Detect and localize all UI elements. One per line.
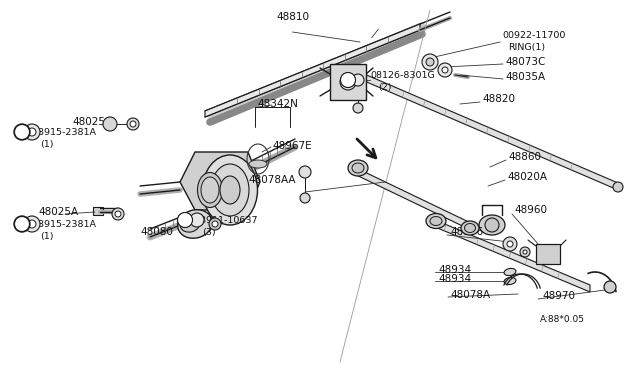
Text: B: B bbox=[346, 76, 351, 84]
Circle shape bbox=[127, 118, 139, 130]
Ellipse shape bbox=[465, 224, 476, 232]
Text: 08126-8301G: 08126-8301G bbox=[370, 71, 435, 80]
Bar bbox=[536, 244, 560, 264]
Text: 48976: 48976 bbox=[450, 227, 483, 237]
Text: 08915-2381A: 08915-2381A bbox=[32, 219, 96, 228]
Ellipse shape bbox=[461, 221, 479, 235]
Circle shape bbox=[177, 212, 193, 228]
Text: N: N bbox=[182, 215, 188, 224]
Circle shape bbox=[112, 208, 124, 220]
Ellipse shape bbox=[504, 269, 516, 276]
Text: A:88*0.05: A:88*0.05 bbox=[540, 315, 585, 324]
Circle shape bbox=[340, 73, 355, 87]
Bar bbox=[330, 64, 366, 100]
Circle shape bbox=[503, 237, 517, 251]
Circle shape bbox=[613, 182, 623, 192]
Text: 48967E: 48967E bbox=[272, 141, 312, 151]
Text: W: W bbox=[18, 219, 26, 228]
Circle shape bbox=[422, 54, 438, 70]
Circle shape bbox=[520, 247, 530, 257]
Ellipse shape bbox=[352, 163, 364, 173]
Circle shape bbox=[485, 218, 499, 232]
Text: 48025A: 48025A bbox=[72, 117, 112, 127]
Ellipse shape bbox=[220, 176, 240, 204]
Ellipse shape bbox=[348, 160, 368, 176]
Circle shape bbox=[14, 216, 30, 232]
Text: 08915-2381A: 08915-2381A bbox=[32, 128, 96, 137]
Text: (3): (3) bbox=[202, 228, 216, 237]
Circle shape bbox=[300, 193, 310, 203]
Text: N: N bbox=[182, 215, 188, 224]
Ellipse shape bbox=[479, 215, 505, 235]
Circle shape bbox=[28, 220, 36, 228]
Circle shape bbox=[24, 216, 40, 232]
Text: (1): (1) bbox=[40, 140, 54, 148]
Text: 48860: 48860 bbox=[508, 152, 541, 162]
Ellipse shape bbox=[198, 173, 223, 208]
Circle shape bbox=[604, 281, 616, 293]
Circle shape bbox=[209, 218, 221, 230]
Ellipse shape bbox=[202, 155, 257, 225]
Circle shape bbox=[15, 217, 29, 231]
Circle shape bbox=[24, 124, 40, 140]
Text: 48020A: 48020A bbox=[507, 172, 547, 182]
Text: 48970: 48970 bbox=[542, 291, 575, 301]
Circle shape bbox=[523, 250, 527, 254]
Ellipse shape bbox=[249, 160, 267, 168]
Text: W: W bbox=[18, 128, 26, 137]
Circle shape bbox=[341, 73, 355, 87]
Bar bbox=[93, 207, 103, 215]
Circle shape bbox=[115, 211, 121, 217]
Text: W: W bbox=[19, 219, 26, 228]
Ellipse shape bbox=[201, 177, 219, 203]
Text: 48934: 48934 bbox=[438, 265, 471, 275]
Ellipse shape bbox=[426, 214, 446, 228]
Text: RING(1): RING(1) bbox=[508, 42, 545, 51]
Text: 48960: 48960 bbox=[514, 205, 547, 215]
Text: (1): (1) bbox=[40, 231, 54, 241]
Polygon shape bbox=[205, 24, 420, 117]
Text: (2): (2) bbox=[378, 83, 392, 92]
Circle shape bbox=[190, 213, 204, 227]
Text: 48820: 48820 bbox=[482, 94, 515, 104]
Circle shape bbox=[15, 125, 29, 140]
Text: 48078AA: 48078AA bbox=[248, 175, 296, 185]
Circle shape bbox=[340, 74, 356, 90]
Ellipse shape bbox=[430, 217, 442, 225]
Ellipse shape bbox=[211, 164, 249, 216]
Polygon shape bbox=[428, 217, 590, 292]
Text: 48934: 48934 bbox=[438, 274, 471, 284]
Circle shape bbox=[438, 63, 452, 77]
Text: 00922-11700: 00922-11700 bbox=[502, 31, 565, 39]
Circle shape bbox=[299, 166, 311, 178]
Circle shape bbox=[28, 128, 36, 136]
Polygon shape bbox=[350, 165, 475, 232]
Circle shape bbox=[103, 117, 117, 131]
Circle shape bbox=[353, 103, 363, 113]
Circle shape bbox=[178, 213, 192, 227]
Circle shape bbox=[442, 67, 448, 73]
Circle shape bbox=[426, 58, 434, 66]
Circle shape bbox=[507, 241, 513, 247]
Text: 48810: 48810 bbox=[276, 12, 309, 22]
Text: 48073C: 48073C bbox=[505, 57, 545, 67]
Ellipse shape bbox=[180, 216, 200, 232]
Circle shape bbox=[212, 221, 218, 227]
Text: 48035A: 48035A bbox=[505, 72, 545, 82]
Ellipse shape bbox=[504, 278, 516, 285]
Text: 48025A: 48025A bbox=[38, 207, 78, 217]
Text: 08911-10637: 08911-10637 bbox=[194, 215, 257, 224]
Text: 48080: 48080 bbox=[140, 227, 173, 237]
Polygon shape bbox=[355, 70, 618, 190]
Text: 48342N: 48342N bbox=[257, 99, 298, 109]
Text: W: W bbox=[19, 128, 26, 137]
Circle shape bbox=[130, 121, 136, 127]
Ellipse shape bbox=[178, 210, 212, 238]
Text: B: B bbox=[345, 76, 351, 84]
Circle shape bbox=[345, 79, 351, 85]
Text: 48078A: 48078A bbox=[450, 290, 490, 300]
Circle shape bbox=[352, 74, 364, 86]
Polygon shape bbox=[180, 152, 260, 210]
Circle shape bbox=[14, 124, 30, 140]
